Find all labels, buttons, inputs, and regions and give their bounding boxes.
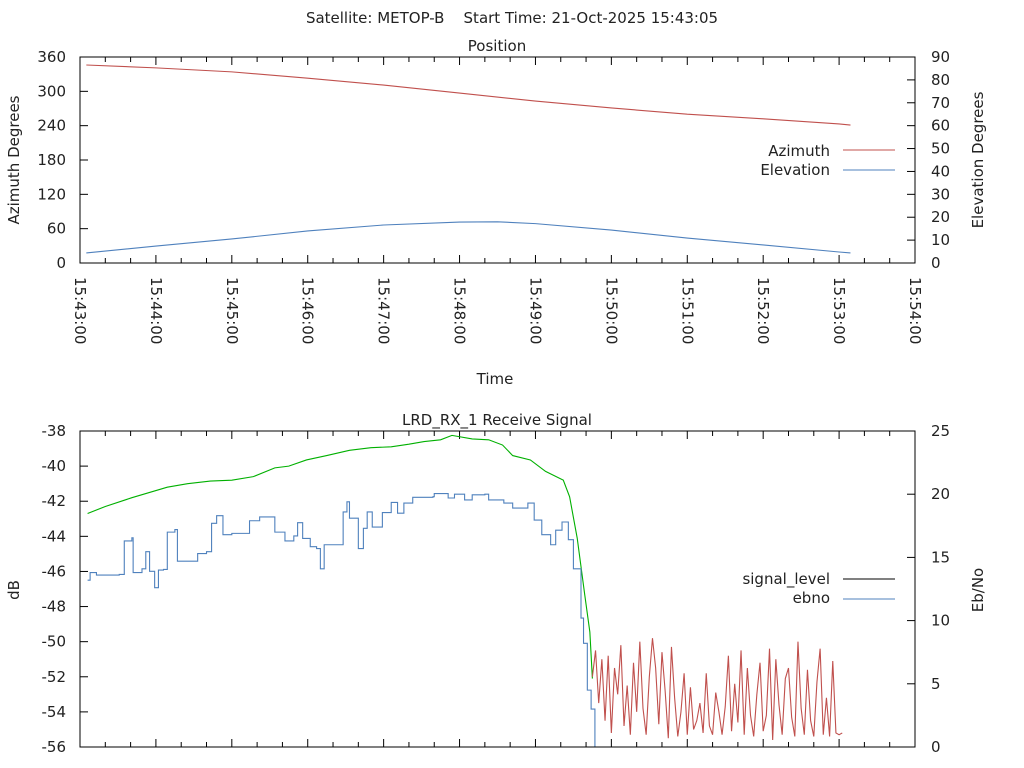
x-tick-label: 15:53:00 [830, 277, 848, 344]
legend-label-elevation: Elevation [760, 161, 830, 179]
y2-tick-label: 60 [931, 117, 950, 135]
position-chart: Position Azimuth Degrees Elevation Degre… [5, 37, 987, 388]
y2-tick-label: 30 [931, 185, 950, 203]
y2-tick-label: 10 [931, 231, 950, 249]
signal-level-unlocked-line [591, 638, 843, 740]
y2-tick-label: 20 [931, 208, 950, 226]
x-tick-label: 15:54:00 [906, 277, 924, 344]
azimuth-axis-label: Azimuth Degrees [5, 95, 23, 224]
y-tick-label: -46 [42, 562, 67, 580]
y2-tick-label: 25 [931, 422, 950, 440]
signal-plot-frame [79, 430, 916, 748]
x-tick-label: 15:46:00 [299, 277, 317, 344]
azimuth-line [86, 64, 851, 126]
x-tick-label: 15:43:00 [71, 277, 89, 344]
y2-tick-label: 0 [931, 254, 941, 272]
y-tick-label: -40 [42, 457, 67, 475]
ebno-axis-label: Eb/No [969, 568, 987, 612]
y2-tick-label: 40 [931, 162, 950, 180]
ebno-line [87, 493, 596, 747]
x-tick-label: 15:48:00 [451, 277, 469, 344]
y-tick-label: -56 [42, 738, 67, 756]
legend-label-signal-level: signal_level [742, 570, 830, 589]
y-tick-label: 60 [47, 220, 66, 238]
db-axis-label: dB [5, 580, 23, 600]
signal-level-locked-line [87, 434, 593, 679]
y-tick-label: -38 [42, 422, 67, 440]
x-tick-label: 15:49:00 [526, 277, 544, 344]
y-tick-label: -54 [42, 703, 67, 721]
y2-tick-label: 20 [931, 485, 950, 503]
y-tick-label: 240 [37, 117, 66, 135]
elevation-axis-label: Elevation Degrees [969, 91, 987, 228]
y2-tick-label: 90 [931, 48, 950, 66]
y2-tick-label: 10 [931, 612, 950, 630]
y2-tick-label: 15 [931, 548, 950, 566]
x-tick-label: 15:51:00 [678, 277, 696, 344]
y2-tick-label: 5 [931, 675, 941, 693]
x-tick-label: 15:44:00 [147, 277, 165, 344]
legend-label-azimuth: Azimuth [768, 142, 830, 160]
x-tick-label: 15:47:00 [375, 277, 393, 344]
y-tick-label: 180 [37, 151, 66, 169]
signal-chart: LRD_RX_1 Receive Signal dB Eb/No -56 -54 -… [5, 411, 987, 756]
x-tick-label: 15:52:00 [754, 277, 772, 344]
y-tick-label: -50 [42, 633, 67, 651]
y-tick-label: 360 [37, 48, 66, 66]
y-tick-label: 0 [56, 254, 66, 272]
position-chart-title: Position [468, 37, 526, 55]
y-tick-label: -44 [42, 527, 67, 545]
y-tick-label: 120 [37, 185, 66, 203]
signal-chart-title: LRD_RX_1 Receive Signal [402, 411, 592, 430]
x-tick-label: 15:45:00 [223, 277, 241, 344]
elevation-line [86, 221, 851, 254]
time-axis-label: Time [476, 370, 514, 388]
y2-tick-label: 0 [931, 738, 941, 756]
x-tick-label: 15:50:00 [602, 277, 620, 344]
figure-title: Satellite: METOP-B Start Time: 21-Oct-20… [306, 9, 718, 27]
y-tick-label: -42 [42, 492, 67, 510]
y-tick-label: -52 [42, 668, 67, 686]
y-tick-label: 300 [37, 82, 66, 100]
position-plot-frame [79, 56, 916, 264]
y2-tick-label: 80 [931, 71, 950, 89]
y2-tick-label: 70 [931, 94, 950, 112]
legend-label-ebno: ebno [793, 589, 830, 607]
y2-tick-label: 50 [931, 140, 950, 158]
y-tick-label: -48 [42, 598, 67, 616]
